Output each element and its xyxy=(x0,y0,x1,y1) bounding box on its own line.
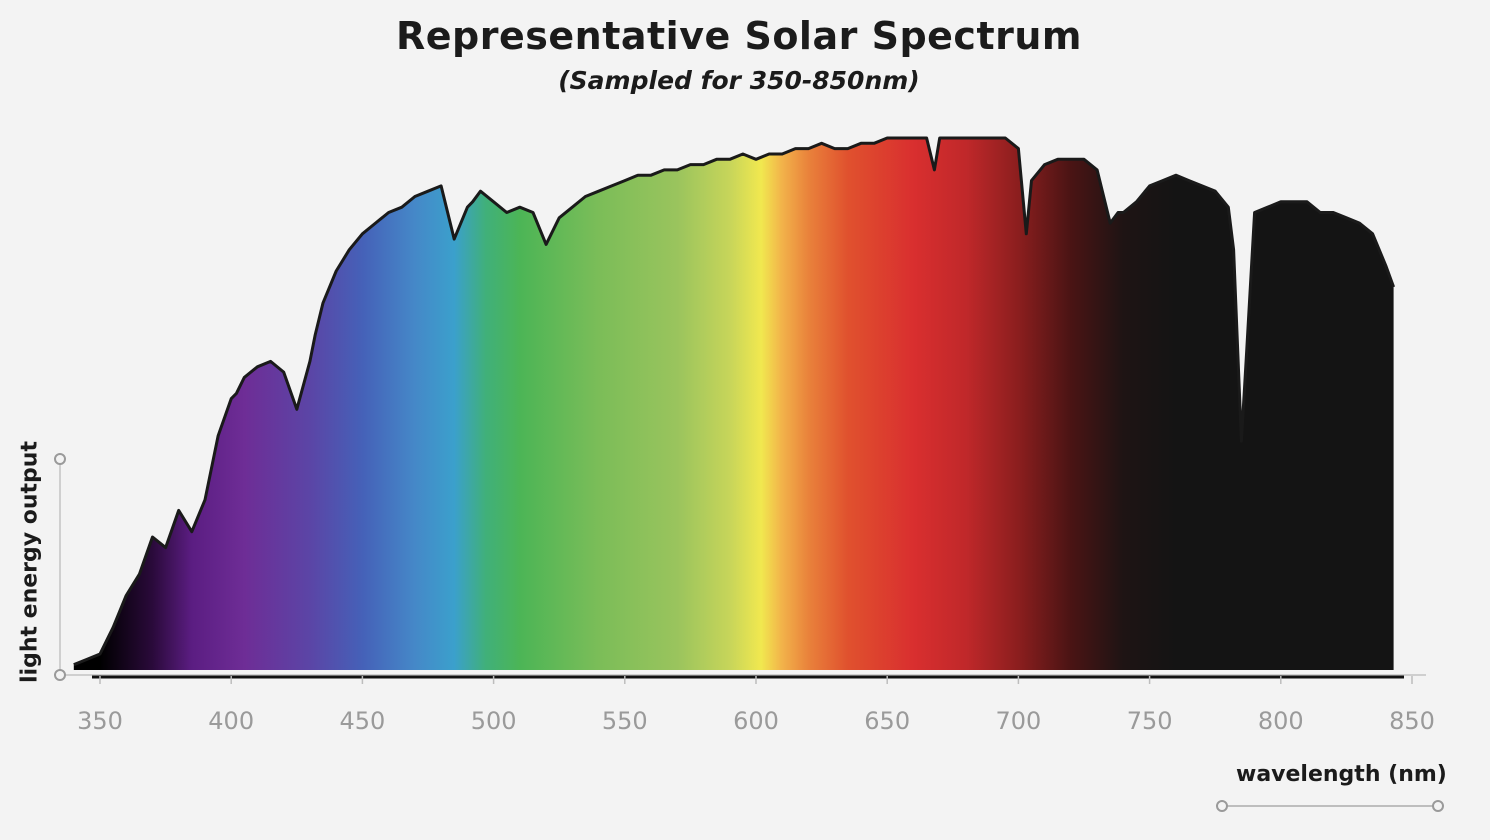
x-label-handle-left xyxy=(1216,800,1228,812)
chart-title: Representative Solar Spectrum xyxy=(396,14,1082,58)
chart-subtitle: (Sampled for 350-850nm) xyxy=(558,66,920,95)
x-tick-label: 500 xyxy=(471,707,517,735)
x-tick-label: 350 xyxy=(77,707,123,735)
x-tick-label: 550 xyxy=(602,707,648,735)
x-tick-label: 450 xyxy=(339,707,385,735)
x-tick-label: 750 xyxy=(1127,707,1173,735)
x-label-handle-right xyxy=(1432,800,1444,812)
x-tick-label: 650 xyxy=(864,707,910,735)
y-axis-handle-bottom xyxy=(54,669,66,681)
x-tick-label: 850 xyxy=(1389,707,1435,735)
x-tick-label: 400 xyxy=(208,707,254,735)
spectrum-outline xyxy=(73,136,1396,667)
x-tick-label: 700 xyxy=(995,707,1041,735)
y-axis-handle-top xyxy=(54,453,66,465)
x-tick-layer: 350 400 450 500 550 600 650 700 750 800 850 xyxy=(77,676,1435,735)
x-tick-label: 600 xyxy=(733,707,779,735)
spectrum-area xyxy=(73,138,1394,670)
spectrum-area-layer xyxy=(73,136,1396,670)
axis-handles xyxy=(54,453,1444,812)
x-axis-label: wavelength (nm) xyxy=(1236,762,1447,787)
axis-layer xyxy=(59,459,1426,679)
x-tick-label: 800 xyxy=(1258,707,1304,735)
